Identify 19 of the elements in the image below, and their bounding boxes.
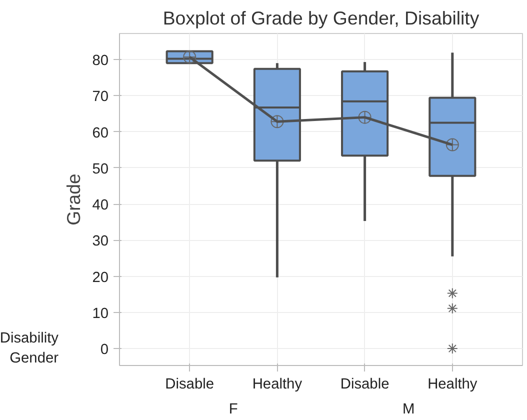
y-tick-label: 0 bbox=[100, 342, 109, 358]
y-tick-label: 60 bbox=[92, 125, 109, 142]
y-axis-title: Grade bbox=[63, 174, 84, 226]
y-tick-label: 80 bbox=[92, 53, 109, 70]
y-tick-label: 70 bbox=[92, 89, 109, 106]
x-axis-title: Gender bbox=[10, 350, 59, 366]
chart-title: Boxplot of Grade by Gender, Disability bbox=[162, 8, 480, 28]
y-tick-label: 50 bbox=[92, 161, 109, 178]
y-tick-label: 30 bbox=[92, 234, 109, 250]
x-tick-label: Disable bbox=[165, 376, 214, 392]
x-tick-label: Healthy bbox=[252, 376, 303, 392]
text: M bbox=[402, 402, 415, 418]
y-tick-label: 40 bbox=[92, 198, 109, 214]
x-tick-label: Healthy bbox=[428, 376, 478, 392]
text: Disability bbox=[0, 330, 60, 347]
text: F bbox=[228, 402, 238, 418]
y-tick-label: 10 bbox=[92, 306, 109, 322]
y-tick-label: 20 bbox=[92, 270, 109, 286]
x-tick-label: Disable bbox=[340, 376, 390, 392]
